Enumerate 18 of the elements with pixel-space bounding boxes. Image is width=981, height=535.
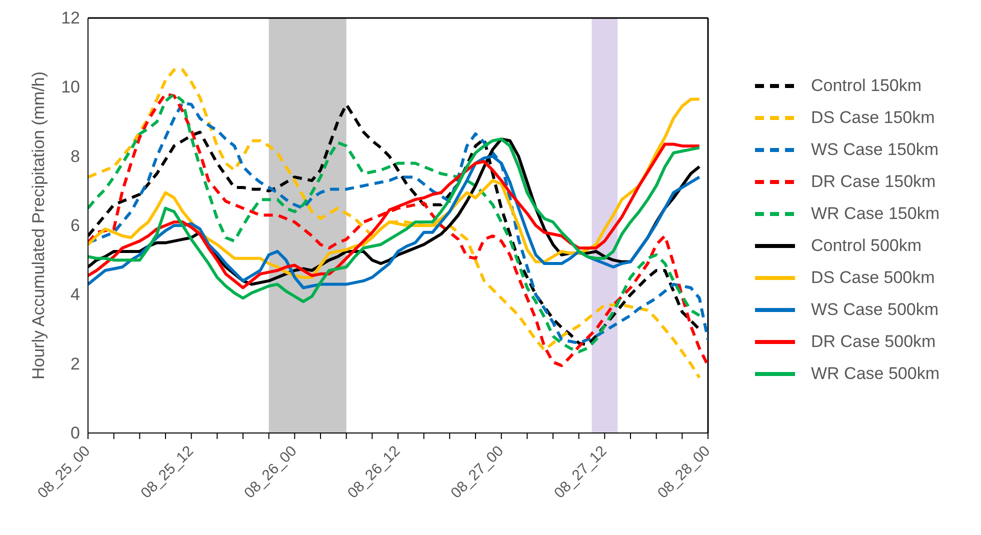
- y-tick-label: 6: [70, 216, 80, 235]
- legend-label: Control 500km: [811, 236, 922, 256]
- y-axis-title: Hourly Accumulated Precipitation (mm/h): [29, 71, 48, 380]
- y-tick-label: 8: [70, 146, 80, 166]
- legend-label: Control 150km: [811, 76, 922, 96]
- y-tick-label: 4: [70, 285, 80, 304]
- y-tick-label: 0: [70, 424, 80, 442]
- legend-label: WR Case 500km: [811, 364, 940, 384]
- y-tick-label: 2: [70, 354, 80, 374]
- legend-label: DR Case 500km: [811, 332, 936, 352]
- legend-label: WS Case 150km: [811, 140, 939, 160]
- legend-label: DR Case 150km: [811, 172, 936, 192]
- y-tick-label: 10: [61, 78, 80, 97]
- legend-label: DS Case 500km: [811, 268, 935, 288]
- legend-label: DS Case 150km: [811, 108, 935, 128]
- legend-label: WR Case 150km: [811, 204, 940, 224]
- y-tick-label: 12: [61, 8, 80, 28]
- legend-label: WS Case 500km: [811, 300, 939, 320]
